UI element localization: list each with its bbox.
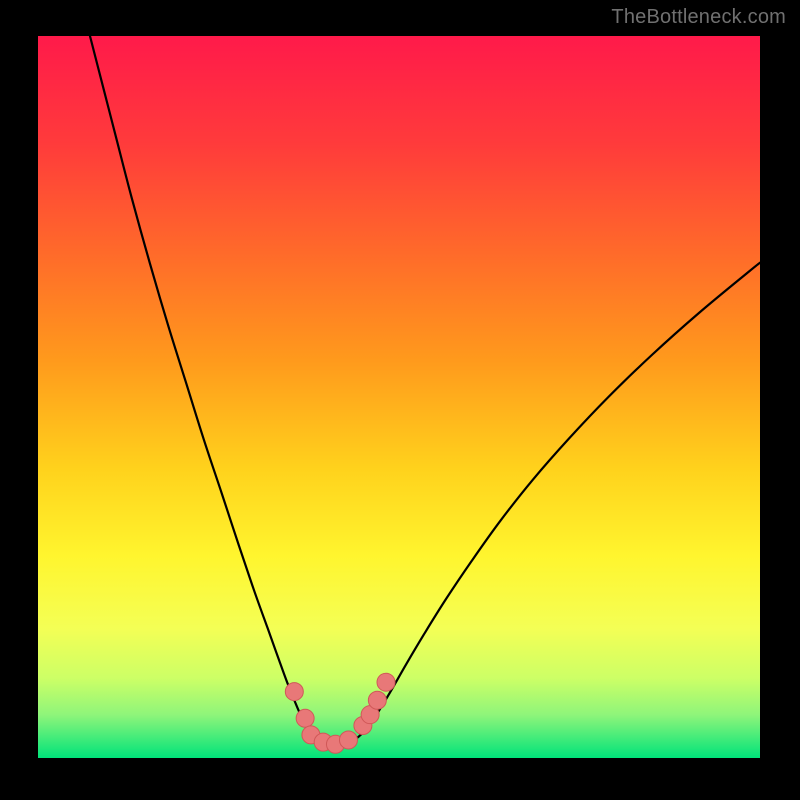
data-marker (285, 683, 303, 701)
data-marker (368, 691, 386, 709)
data-marker (377, 673, 395, 691)
data-marker (339, 731, 357, 749)
gradient-background (38, 36, 760, 758)
chart-svg (38, 36, 760, 758)
plot-area (38, 36, 760, 758)
data-marker (296, 709, 314, 727)
watermark-text: TheBottleneck.com (611, 6, 786, 29)
